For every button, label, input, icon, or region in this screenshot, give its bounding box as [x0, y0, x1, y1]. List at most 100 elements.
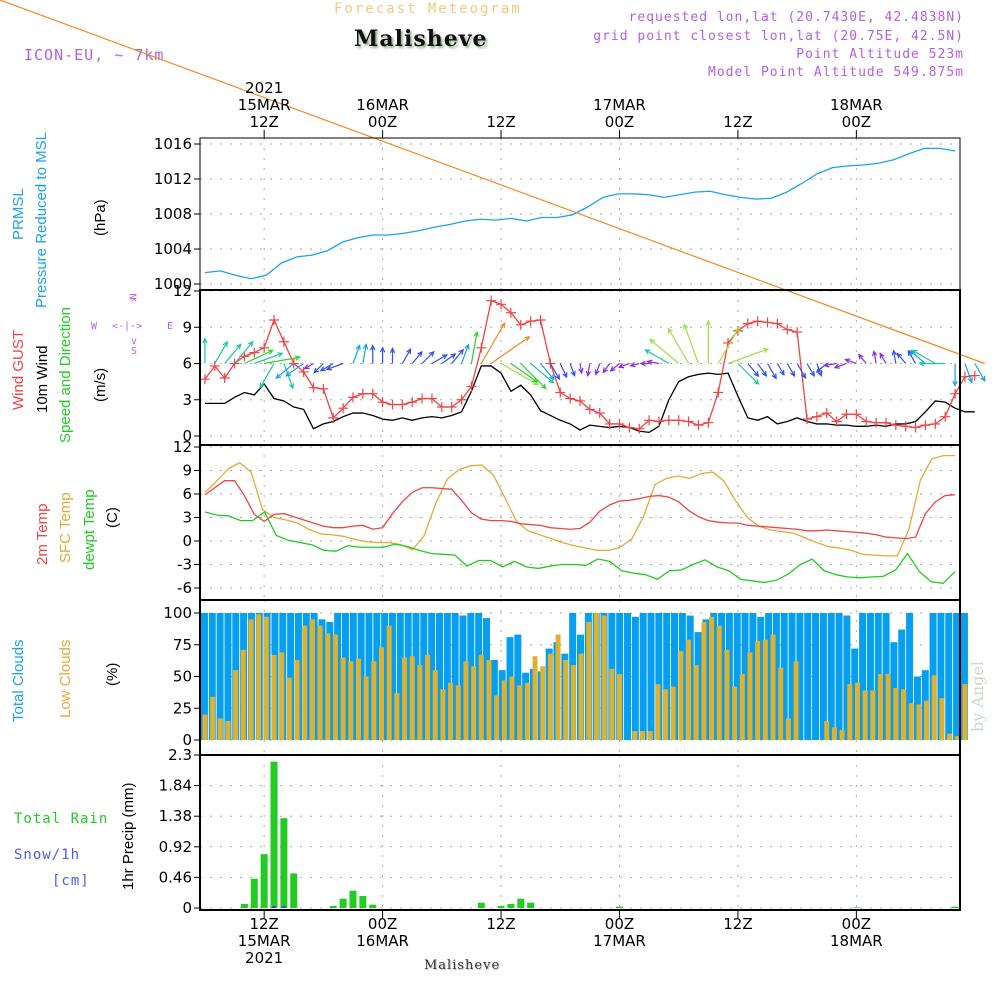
rain-bar — [240, 904, 248, 908]
wind-arrow — [264, 356, 300, 365]
wind-arrow — [757, 363, 767, 377]
total-cloud-bar — [381, 613, 389, 740]
panel-frame — [199, 754, 961, 911]
wind-arrow-head — [762, 347, 770, 354]
y-tick-label: 6 — [182, 485, 192, 503]
gust-marker — [575, 395, 585, 406]
wind-arrow — [540, 363, 555, 380]
wind-arrow-head — [911, 349, 918, 355]
low-cloud-bar — [893, 687, 899, 740]
wind-arrow-head — [585, 370, 592, 377]
gust-marker — [663, 415, 674, 426]
low-cloud-bar — [701, 621, 707, 740]
gust-marker — [900, 421, 911, 432]
total-cloud-bar — [866, 613, 874, 740]
compass-south: S — [131, 346, 138, 357]
y-tick-label: 3 — [182, 391, 192, 409]
wind-arrow — [579, 363, 583, 373]
gust-marker — [811, 411, 822, 422]
snow-label: Snow/1h — [14, 847, 81, 863]
wind-arrow-head — [267, 349, 274, 355]
gust-marker — [624, 422, 635, 433]
wind-arrow-head — [753, 371, 760, 378]
gust-marker — [802, 414, 813, 425]
wind-arrow-head — [648, 338, 655, 345]
gust-marker — [456, 394, 467, 405]
wind-arrow — [0, 0, 985, 365]
compass-north-arrow: ^ — [131, 298, 138, 309]
low-cloud-bar — [908, 703, 914, 740]
total-cloud-bar — [216, 613, 224, 740]
low-cloud-bar — [609, 668, 615, 740]
gust-marker — [357, 388, 368, 399]
y-tick-label: 0.92 — [159, 838, 192, 856]
low-cloud-bar — [931, 675, 937, 740]
rain-bar — [527, 902, 535, 908]
total-cloud-bar — [765, 613, 773, 740]
total-cloud-bar — [835, 613, 843, 740]
total-cloud-bar — [945, 613, 953, 740]
wind-arrow — [964, 363, 973, 383]
model-altitude: Model Point Altitude 549.875m — [708, 65, 964, 80]
top-time-label: 15MAR — [238, 96, 291, 114]
wind-arrow-head — [594, 369, 600, 376]
wind-arrow — [320, 362, 334, 372]
gust-marker — [604, 418, 615, 429]
wind-arrow-head — [379, 346, 386, 353]
wind-arrow-head — [277, 352, 284, 358]
wind-arrow-head — [918, 360, 925, 367]
wind-arrow — [234, 341, 254, 364]
low-cloud-bar — [693, 665, 699, 740]
compass-west: W — [91, 321, 98, 332]
low-cloud-bar — [448, 682, 454, 740]
low-cloud-bar — [340, 657, 346, 740]
gust-marker — [752, 316, 763, 327]
gust-marker — [318, 383, 329, 394]
y-tick-label: 0.46 — [159, 868, 192, 886]
gust-marker — [269, 315, 280, 325]
y-tick-label: 1.38 — [159, 807, 192, 825]
rain-bar — [260, 854, 268, 908]
wind-arrow-head — [617, 363, 625, 369]
wind-arrow — [806, 363, 815, 377]
gust-marker — [555, 387, 566, 398]
wind-arrow — [737, 363, 759, 385]
wind-arrow — [285, 363, 304, 377]
total-cloud-bar — [287, 613, 295, 740]
low-cloud-bar — [332, 634, 338, 740]
wind-arrow-head — [879, 352, 885, 359]
wind-arrow — [767, 363, 777, 379]
rain-bar — [329, 906, 337, 908]
total-cloud-bar — [200, 613, 208, 740]
total-cloud-bar — [420, 613, 428, 740]
bottom-time-label: 00Z — [368, 915, 397, 933]
wind-arrow-head — [857, 353, 864, 360]
low-cloud-bar — [432, 670, 438, 740]
bottom-time-label: 12Z — [723, 915, 752, 933]
top-time-label: 17MAR — [593, 96, 646, 114]
wind-arrow-head — [313, 367, 320, 374]
wind-arrow — [647, 360, 660, 365]
low-cloud-bar — [463, 661, 469, 740]
credit-watermark: by Angel — [968, 660, 987, 732]
total-cloud-bar — [459, 615, 467, 740]
wind-arrow-head — [202, 337, 208, 344]
low-cloud-bar — [847, 684, 853, 740]
gust-marker — [940, 411, 951, 422]
gust-marker — [890, 420, 901, 431]
low-cloud-bar — [593, 613, 599, 740]
wind-arrow-head — [667, 327, 673, 334]
total-cloud-bar — [671, 613, 679, 740]
low-cloud-bar — [225, 720, 231, 740]
total-cloud-bar — [451, 613, 459, 740]
wind-arrow-head — [303, 364, 310, 370]
low-cloud-bar — [256, 614, 262, 740]
y-tick-label: 75 — [173, 636, 192, 654]
total-cloud-bar — [388, 613, 396, 740]
wind-arrow-head — [815, 367, 822, 373]
wind-arrow-head — [809, 370, 815, 378]
gust-marker — [693, 420, 704, 431]
total-cloud-bar — [804, 613, 812, 740]
wind-arrow — [520, 363, 547, 389]
